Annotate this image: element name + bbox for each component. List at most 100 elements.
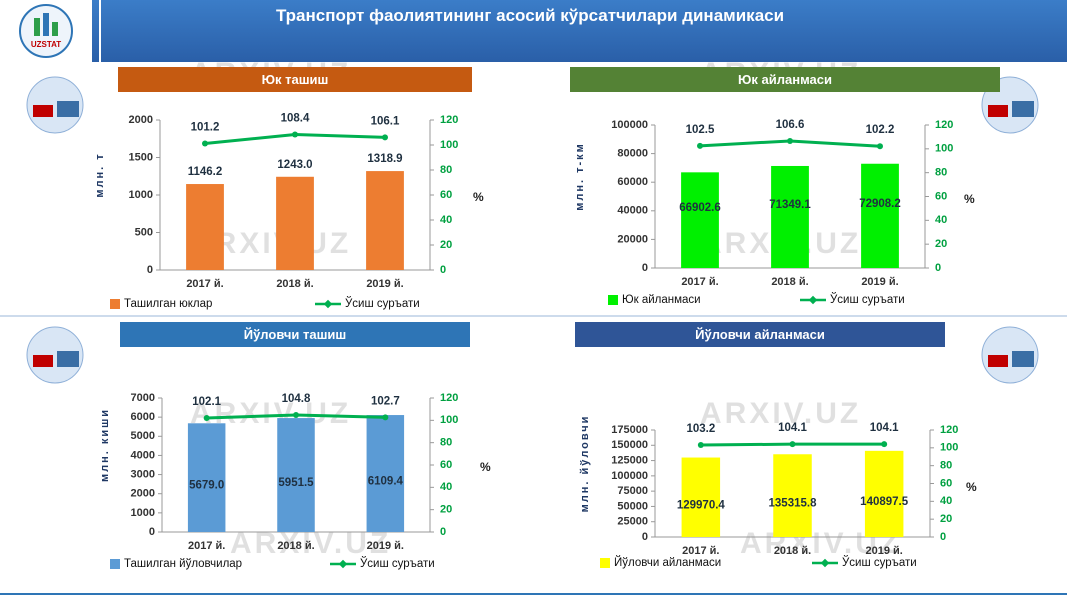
y-tick-label: 125000: [611, 454, 648, 466]
legend-label: Ўсиш суръати: [360, 557, 435, 570]
y-tick-label: 75000: [617, 485, 648, 497]
bar: [186, 184, 224, 270]
line-marker: [789, 441, 796, 448]
line-marker: [697, 142, 703, 149]
y2-axis-label: %: [964, 192, 975, 206]
legend-swatch: [110, 299, 120, 309]
y2-tick-label: 40: [440, 481, 452, 493]
y-tick-label: 50000: [617, 500, 648, 512]
y2-tick-label: 120: [935, 119, 953, 131]
x-tick-label: 2018 й.: [771, 276, 808, 288]
legend-marker: [323, 299, 333, 309]
value-label: 104.1: [778, 422, 807, 434]
y2-tick-label: 20: [935, 238, 947, 250]
bar: [773, 454, 812, 537]
y-tick-label: 80000: [617, 148, 648, 160]
y2-tick-label: 100: [935, 143, 953, 155]
x-tick-label: 2019 й.: [865, 545, 902, 557]
icon: [981, 326, 1039, 384]
y2-tick-label: 120: [440, 392, 458, 404]
y-axis-label: млн. йўловчи: [579, 415, 591, 513]
y-tick-label: 25000: [617, 516, 648, 528]
y-tick-label: 1000: [129, 189, 153, 201]
value-label: 71349.1: [769, 199, 811, 211]
y-tick-label: 100000: [611, 119, 648, 131]
legend-label: Ташилган юклар: [124, 298, 212, 310]
logo-text: UZSTAT: [31, 40, 61, 49]
banner: [120, 322, 470, 347]
y-tick-label: 6000: [131, 411, 155, 423]
y2-tick-label: 20: [440, 504, 452, 516]
y-tick-label: 0: [642, 262, 648, 274]
value-label: 1318.9: [367, 153, 402, 165]
line-marker: [203, 414, 210, 421]
value-label: 104.8: [282, 393, 311, 405]
value-label: 103.2: [686, 423, 715, 435]
y2-tick-label: 40: [935, 214, 947, 226]
icon: [26, 76, 84, 134]
y2-tick-label: 120: [940, 424, 958, 436]
icon: [33, 105, 53, 117]
line-marker: [293, 411, 299, 418]
line-marker: [202, 140, 208, 147]
icon: [57, 101, 79, 117]
legend-label: Йўловчи айланмаси: [614, 556, 721, 569]
bar: [681, 172, 719, 268]
logo-bar: [34, 18, 40, 36]
bar: [771, 165, 809, 268]
y2-tick-label: 80: [935, 167, 947, 179]
bar: [864, 450, 904, 537]
y2-tick-label: 80: [940, 460, 952, 472]
y-tick-label: 5000: [131, 430, 155, 442]
y-tick-label: 0: [147, 264, 153, 276]
chart-title: Йўловчи айланмаси: [695, 327, 825, 342]
x-tick-label: 2017 й.: [188, 540, 225, 552]
y2-tick-label: 40: [940, 495, 952, 507]
bar: [681, 457, 721, 537]
bar: [861, 163, 899, 268]
y-tick-label: 0: [642, 531, 648, 543]
logo-bar: [52, 22, 58, 36]
value-label: 102.2: [866, 124, 895, 136]
value-label: 102.5: [686, 124, 715, 136]
x-tick-label: 2019 й.: [367, 540, 404, 552]
y-axis-label: млн. т: [94, 152, 106, 197]
value-label: 106.6: [776, 119, 805, 131]
icon: [1012, 351, 1034, 367]
y2-tick-label: 40: [440, 214, 452, 226]
y2-axis-label: %: [473, 190, 484, 204]
y2-tick-label: 120: [440, 114, 458, 126]
y-tick-label: 4000: [131, 449, 155, 461]
value-label: 101.2: [191, 122, 220, 134]
x-tick-label: 2017 й.: [186, 278, 223, 290]
y-tick-label: 60000: [617, 176, 648, 188]
value-label: 106.1: [371, 115, 400, 127]
y-tick-label: 40000: [617, 205, 648, 217]
y-tick-label: 20000: [617, 233, 648, 245]
page-title: Транспорт фаолиятининг асосий кўрсатчила…: [275, 6, 785, 25]
y2-tick-label: 0: [440, 526, 446, 538]
y2-tick-label: 80: [440, 437, 452, 449]
y-tick-label: 150000: [611, 439, 648, 451]
y-tick-label: 3000: [131, 468, 155, 480]
line-marker: [877, 143, 883, 150]
y-tick-label: 175000: [611, 424, 648, 436]
banner: [575, 322, 945, 347]
chart-title: Юк ташиш: [262, 72, 329, 87]
icon: [988, 105, 1008, 117]
x-tick-label: 2017 й.: [681, 276, 718, 288]
legend-marker: [820, 558, 830, 568]
icon: [988, 355, 1008, 367]
legend-label: Ташилган йўловчилар: [124, 558, 242, 570]
y2-tick-label: 60: [440, 459, 452, 471]
line-marker: [881, 441, 888, 448]
banner: [570, 67, 1000, 92]
value-label: 135315.8: [769, 498, 818, 510]
y2-axis-label: %: [480, 460, 491, 474]
line-marker: [697, 441, 704, 448]
value-label: 102.1: [192, 396, 221, 408]
y-tick-label: 500: [135, 226, 153, 238]
y-tick-label: 1500: [129, 151, 153, 163]
legend-label: Юк айланмаси: [622, 294, 701, 306]
value-label: 1146.2: [188, 166, 223, 178]
